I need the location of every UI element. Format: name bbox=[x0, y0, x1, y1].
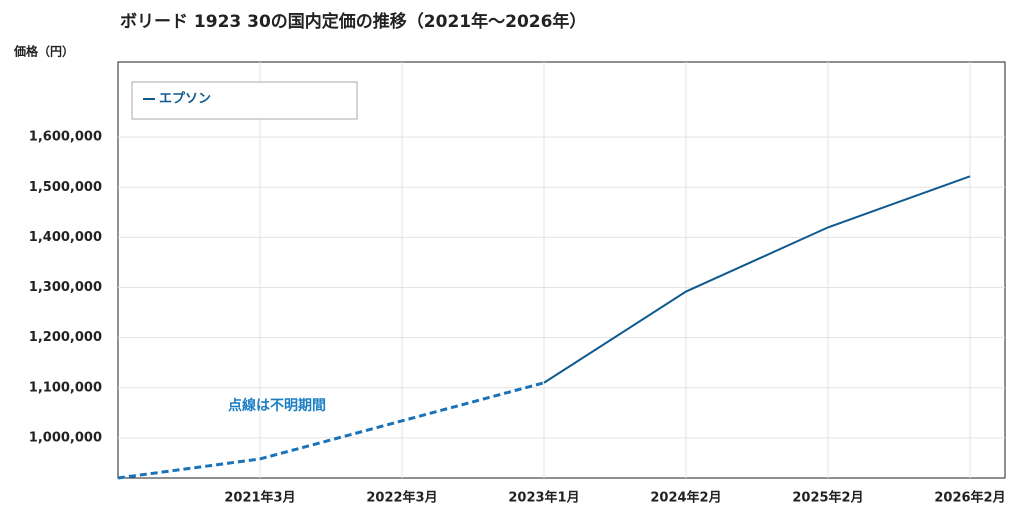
x-tick-label: 2023年1月 bbox=[508, 490, 579, 506]
x-tick-label: 2021年3月 bbox=[224, 490, 295, 506]
plot-frame bbox=[117, 61, 1006, 479]
line-dashed bbox=[117, 381, 545, 480]
x-tick-label: 2025年2月 bbox=[792, 490, 863, 506]
legend-label: エプソン bbox=[159, 92, 211, 107]
annotation: 点線は不明期間 bbox=[228, 397, 326, 414]
y-tick-label: 1,500,000 bbox=[29, 180, 102, 195]
y-tick-label: 1,200,000 bbox=[29, 330, 102, 345]
x-tick-label: 2024年2月 bbox=[650, 490, 721, 506]
y-tick-label: 1,300,000 bbox=[29, 280, 102, 295]
y-tick-label: 1,000,000 bbox=[29, 430, 102, 445]
chart-title: ボリード 1923 30の国内定価の推移（2021年～2026年） bbox=[120, 11, 586, 32]
legend-box bbox=[131, 81, 358, 120]
y-axis-label: 価格（円） bbox=[13, 44, 74, 59]
line bbox=[543, 175, 971, 384]
y-tick-label: 1,100,000 bbox=[29, 380, 102, 395]
x-tick-label: 2026年2月 bbox=[934, 490, 1005, 506]
y-tick-label: 1,400,000 bbox=[29, 230, 102, 245]
x-tick-label: 2022年3月 bbox=[366, 490, 437, 506]
y-tick-label: 1,600,000 bbox=[29, 130, 102, 145]
